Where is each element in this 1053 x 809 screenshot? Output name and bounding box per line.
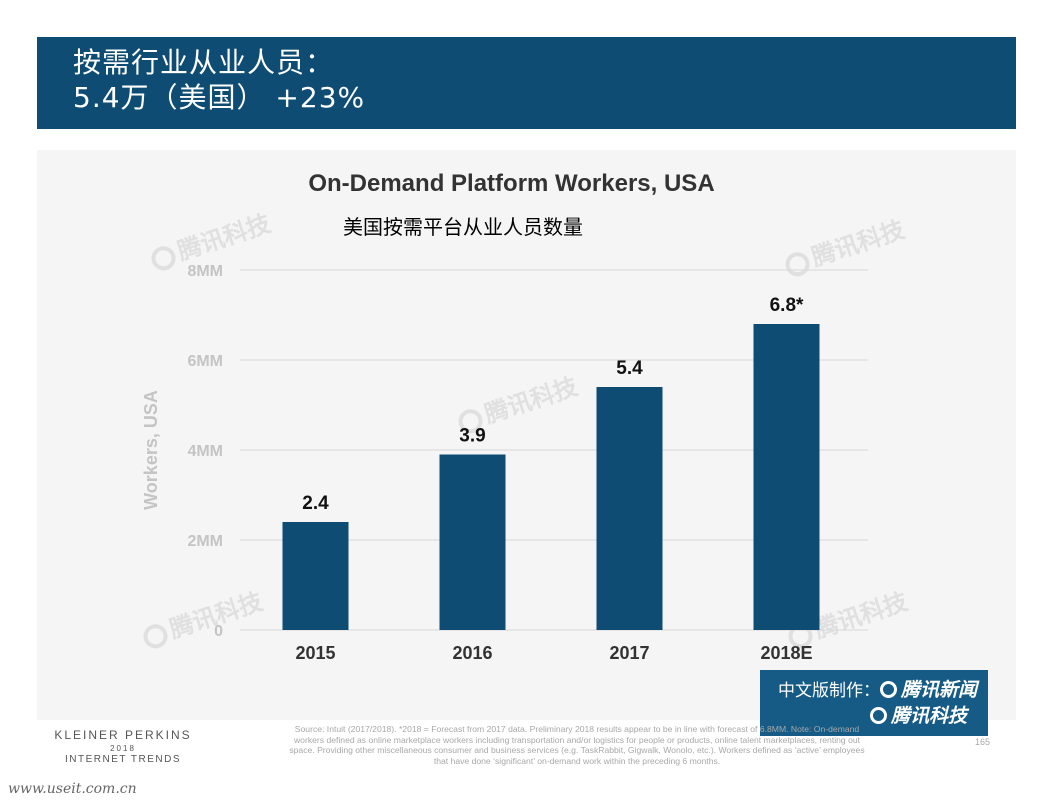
- brand-label: 中文版制作：: [778, 681, 880, 701]
- bar: [282, 522, 349, 630]
- chart-panel: [37, 150, 1016, 720]
- brand-name-tech: 腾讯科技: [891, 705, 968, 727]
- y-tick-label: 4MM: [187, 443, 223, 460]
- brand-box: 中文版制作： 腾讯新闻 腾讯科技: [760, 670, 988, 736]
- source-note: Source: Intuit (2017/2018). *2018 = Fore…: [289, 724, 865, 766]
- labels: 0 2MM 4MM 6MM 8MM Workers, USA 2.4 2015 3.9 2016 5…: [141, 263, 813, 663]
- brand-row-2: 腾讯科技: [778, 703, 988, 729]
- x-tick-label: 2015: [295, 643, 335, 663]
- chart-subtitle: 美国按需平台从业人员数量: [343, 215, 583, 239]
- header-title-line2: 5.4万（美国） +23%: [73, 81, 366, 114]
- brand-name-news: 腾讯新闻: [901, 679, 978, 701]
- brand-row-1: 中文版制作： 腾讯新闻: [778, 677, 988, 703]
- x-tick-label: 2018E: [760, 643, 812, 663]
- data-label: 2.4: [302, 493, 329, 514]
- y-tick-label: 6MM: [187, 353, 223, 370]
- bar: [439, 454, 506, 630]
- data-label: 6.8*: [770, 295, 804, 316]
- site-url: www.useit.com.cn: [8, 781, 137, 797]
- page-number: 165: [975, 737, 991, 747]
- header-title-line1: 按需行业从业人员：: [73, 46, 335, 79]
- kleiner-perkins-logo: KLEINER PERKINS 2018 INTERNET TRENDS: [54, 728, 192, 765]
- header-banner: 按需行业从业人员： 5.4万（美国） +23%: [37, 37, 1016, 129]
- bars: [282, 324, 820, 630]
- y-tick-label: 2MM: [187, 533, 223, 550]
- data-label: 3.9: [459, 426, 485, 447]
- y-tick-label: 8MM: [187, 263, 223, 280]
- y-axis-title: Workers, USA: [141, 390, 161, 510]
- tencent-logo-icon: [880, 681, 897, 698]
- y-tick-label: 0: [214, 623, 223, 640]
- data-label: 5.4: [616, 358, 643, 379]
- x-tick-label: 2017: [609, 643, 649, 663]
- bar: [753, 324, 820, 630]
- bar: [596, 387, 663, 630]
- x-tick-label: 2016: [452, 643, 492, 663]
- chart-title: On-Demand Platform Workers, USA: [308, 170, 715, 197]
- tencent-logo-icon: [870, 707, 887, 724]
